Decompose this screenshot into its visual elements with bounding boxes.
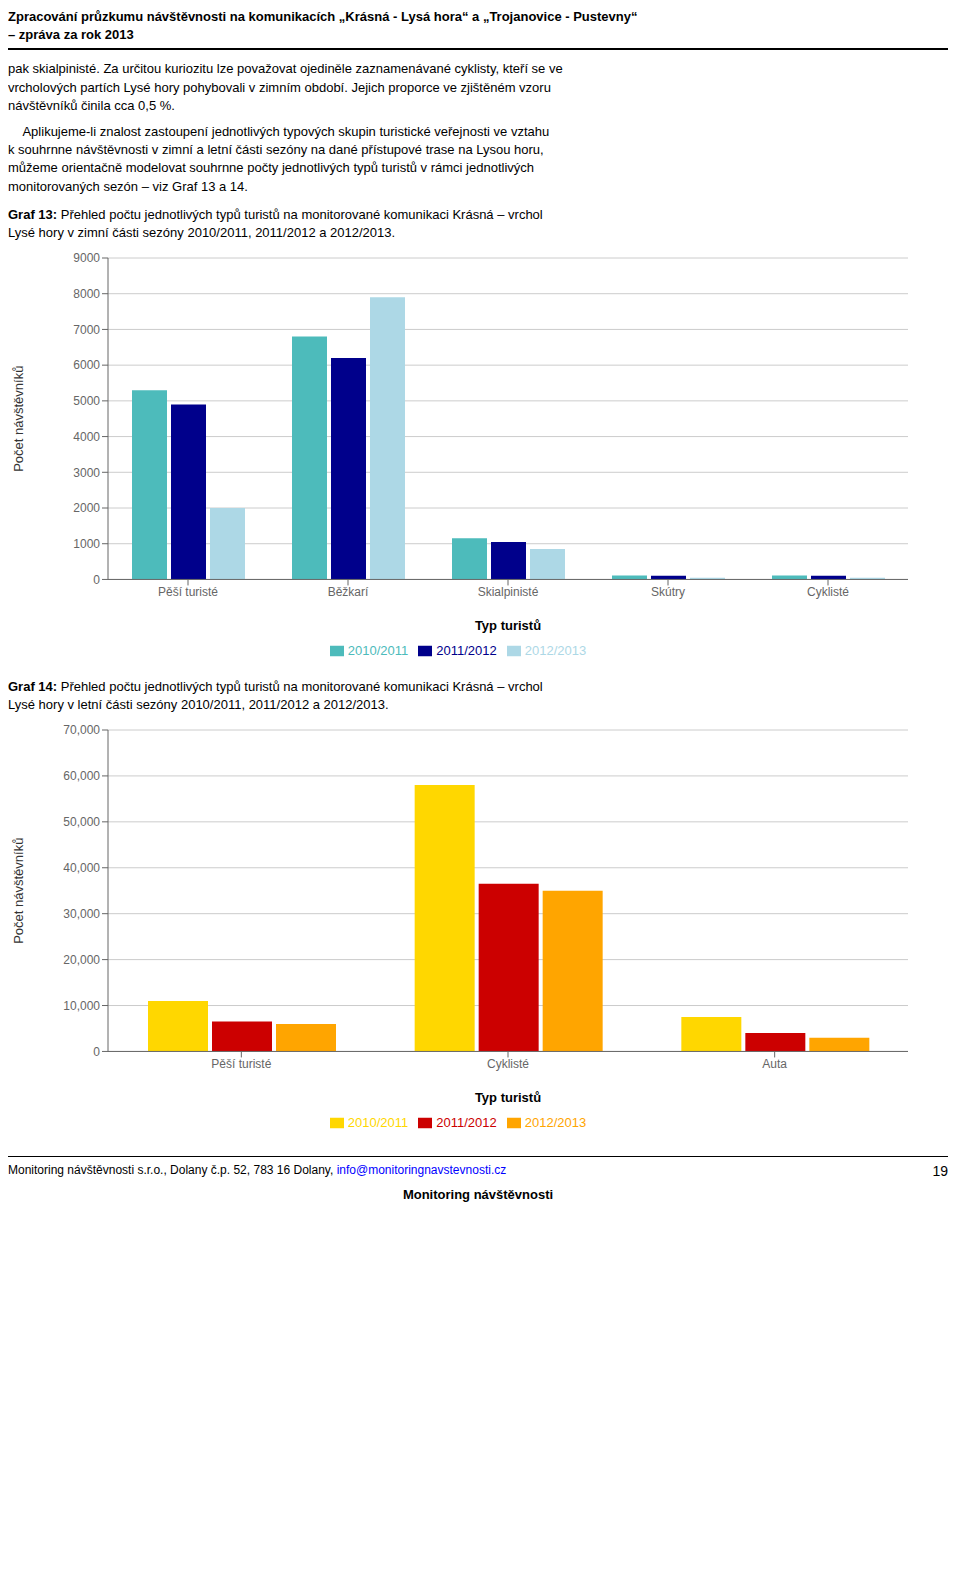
html-text:19: 19	[932, 1163, 948, 1180]
html-text:Graf 13: Přehled počtu jednotl: Graf 13: Přehled počtu jednotlivých typů…	[8, 206, 543, 240]
svg-text:Cyklisté: Cyklisté	[487, 1057, 529, 1071]
html-text:Monitoring návštěvnosti: Monitoring návštěvnosti	[402, 1187, 554, 1203]
html-text:2012/2013: 2012/2013	[524, 1114, 587, 1130]
svg-text:Typ turistů: Typ turistů	[475, 1091, 541, 1106]
svg-text:50,000: 50,000	[63, 816, 100, 830]
svg-text:40,000: 40,000	[63, 861, 100, 875]
html-text:2011/2012: 2011/2012	[436, 642, 497, 658]
svg-text:8000: 8000	[73, 287, 100, 301]
svg-text:Cyklisté: Cyklisté	[807, 585, 849, 599]
svg-text:1000: 1000	[73, 537, 100, 551]
html-text:Graf 14: Přehled počtu jednotl: Graf 14: Přehled počtu jednotlivých typů…	[8, 679, 543, 713]
svg-text:Skútry: Skútry	[651, 585, 685, 599]
svg-text:9000: 9000	[73, 251, 100, 265]
svg-text:Pěší turisté: Pěší turisté	[158, 585, 218, 599]
svg-text:Skialpinisté: Skialpinisté	[478, 585, 539, 599]
svg-text:0: 0	[93, 1045, 100, 1059]
svg-text:3000: 3000	[73, 466, 100, 480]
svg-text:5000: 5000	[73, 394, 100, 408]
svg-text:0: 0	[93, 573, 100, 587]
html-text:Zpracování průzkumu návštěvnos: Zpracování průzkumu návštěvnosti na komu…	[8, 9, 638, 24]
svg-text:Auta: Auta	[762, 1057, 787, 1071]
svg-text:20,000: 20,000	[63, 953, 100, 967]
svg-text:7000: 7000	[73, 323, 100, 337]
svg-text:60,000: 60,000	[63, 770, 100, 784]
svg-text:Počet návštěvníků: Počet návštěvníků	[11, 366, 26, 472]
html-text:2011/2012: 2011/2012	[436, 1114, 497, 1130]
html-text:Monitoring návštěvnosti s.r.o.: Monitoring návštěvnosti s.r.o., Dolany č…	[8, 1163, 507, 1178]
html-text:2010/2011: 2010/2011	[347, 642, 409, 658]
svg-text:4000: 4000	[73, 430, 100, 444]
svg-text:6000: 6000	[73, 358, 100, 372]
html-text:2010/2011: 2010/2011	[347, 1114, 409, 1130]
svg-text:70,000: 70,000	[63, 724, 100, 738]
svg-text:30,000: 30,000	[63, 907, 100, 921]
svg-text:2000: 2000	[73, 501, 100, 515]
svg-text:Počet návštěvníků: Počet návštěvníků	[11, 838, 26, 944]
html-text:pak skialpinisté. Za určitou k: pak skialpinisté. Za určitou kuriozitu l…	[8, 61, 563, 113]
svg-text:10,000: 10,000	[63, 999, 100, 1013]
svg-text:Typ turistů: Typ turistů	[475, 619, 541, 634]
svg-text:Běžkarí: Běžkarí	[328, 585, 369, 599]
html-text:Aplikujeme-li znalost zastoupe: Aplikujeme-li znalost zastoupení jednotl…	[8, 123, 550, 194]
svg-text:Pěší turisté: Pěší turisté	[211, 1057, 271, 1071]
html-text:2012/2013: 2012/2013	[524, 642, 587, 658]
html-text:– zpráva za rok 2013: – zpráva za rok 2013	[8, 27, 134, 43]
